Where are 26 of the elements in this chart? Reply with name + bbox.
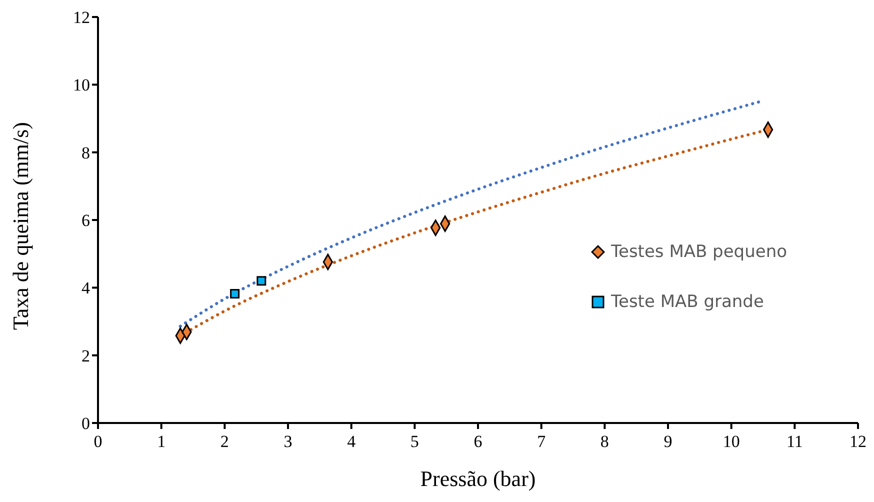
x-tick-label: 10 [722,432,740,452]
x-tick-label: 2 [220,432,229,452]
x-tick-label: 7 [537,432,546,452]
x-tick-label: 9 [664,432,672,452]
legend-label: Testes MAB pequeno [611,242,788,262]
y-tick-label: 8 [82,143,90,162]
x-tick-label: 0 [94,432,102,452]
x-tick-label: 3 [284,432,292,452]
x-tick-label: 5 [410,432,419,452]
x-tick-label: 8 [600,432,609,452]
y-tick-label: 12 [73,8,90,28]
point [256,276,266,286]
x-tick-label: 1 [157,432,166,452]
y-axis-title: Taxa de queima (mm/s) [8,122,33,330]
y-tick-label: 10 [73,76,90,95]
x-tick-label: 4 [347,432,356,452]
x-axis-title: Pressão (bar) [420,466,536,491]
x-tick-label: 12 [850,432,866,452]
y-tick-label: 6 [82,211,90,230]
legend-label: Teste MAB grande [611,292,764,312]
y-tick-label: 0 [82,414,90,434]
y-tick-label: 4 [82,278,90,298]
x-tick-label: 6 [474,432,482,452]
y-tick-label: 2 [82,346,90,366]
x-tick-label: 11 [786,432,803,452]
point [230,289,240,299]
